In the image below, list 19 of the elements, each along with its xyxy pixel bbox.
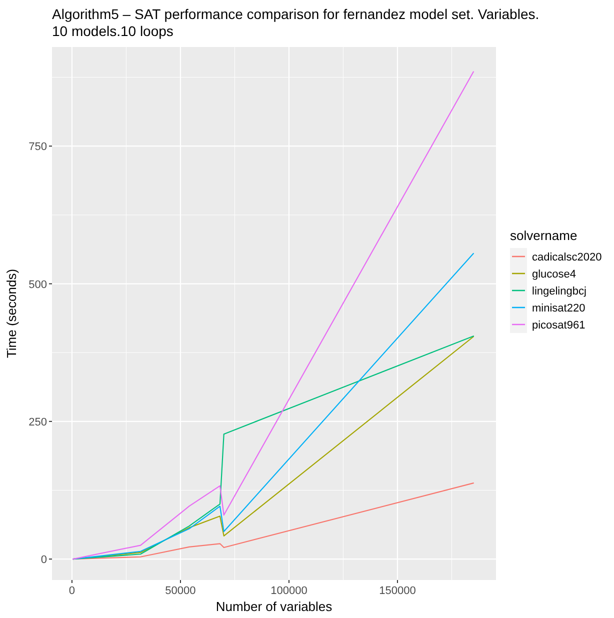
y-axis-title: Time (seconds) <box>4 268 19 358</box>
y-tick-label: 750 <box>28 141 47 154</box>
y-tick-label: 0 <box>40 554 47 566</box>
legend-label: glucose4 <box>532 268 576 280</box>
chart-title: Algorithm5 – SAT performance comparison for fernandez model set. Variables. 10 models.10 loops <box>52 6 540 39</box>
x-tick-label: 100000 <box>270 585 308 597</box>
y-tick-label: 250 <box>28 416 47 428</box>
y-tick-label: 500 <box>28 278 47 291</box>
x-axis-title: Number of variables <box>216 599 333 614</box>
x-tick-label: 150000 <box>379 585 416 597</box>
legend-title: solvername <box>510 228 578 243</box>
line-series <box>72 252 474 560</box>
x-tick-label: 0 <box>68 585 76 597</box>
legend-label: cadicalsc2020 <box>532 252 602 264</box>
legend-label: minisat220 <box>532 302 586 314</box>
legend-label: lingelingbcj <box>532 286 586 298</box>
legend-label: picosat961 <box>532 320 586 332</box>
x-tick-label: 50000 <box>165 585 196 597</box>
line-series <box>72 71 474 560</box>
